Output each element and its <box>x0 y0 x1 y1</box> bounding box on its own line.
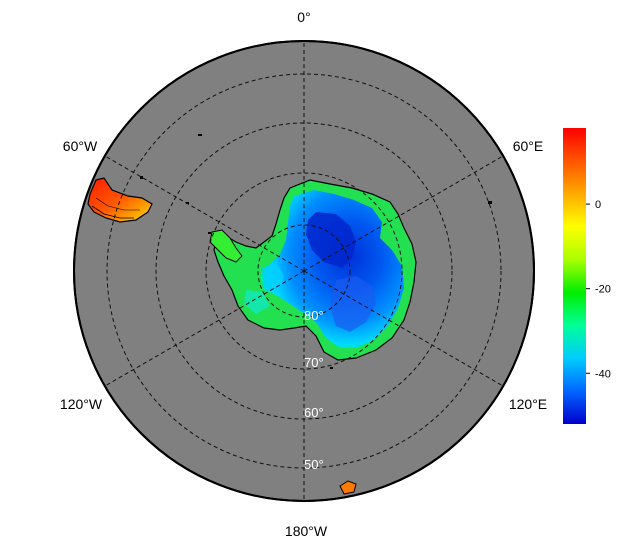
colorbar-tick-label: -20 <box>595 284 611 296</box>
lon-label-right-upper: 60°E <box>513 138 544 154</box>
lon-label-left-upper: 60°W <box>63 138 98 154</box>
sub-antarctic-island <box>339 480 357 495</box>
colorbar-ticks: 0 -20 -40 <box>586 199 611 380</box>
island-specks <box>140 134 492 369</box>
colorbar-tick-label: 0 <box>595 199 601 211</box>
lat-label-80: 80° <box>304 308 324 323</box>
colorbar-tick-label: -40 <box>595 368 611 380</box>
lon-label-left-lower: 120°W <box>60 396 103 412</box>
lon-label-top: 0° <box>297 9 310 25</box>
lon-label-bottom: 180°W <box>285 523 328 539</box>
map-outline <box>73 40 535 502</box>
meridian-lines <box>104 41 504 501</box>
antarctica <box>209 179 417 361</box>
lat-label-70: 70° <box>304 355 324 370</box>
lon-label-right-lower: 120°E <box>509 396 547 412</box>
south-america-tip <box>87 177 153 223</box>
lat-label-50: 50° <box>304 457 324 472</box>
colorbar-ramp <box>563 128 586 424</box>
lat-label-60: 60° <box>304 405 324 420</box>
colorbar: 0 -20 -40 <box>563 128 611 424</box>
